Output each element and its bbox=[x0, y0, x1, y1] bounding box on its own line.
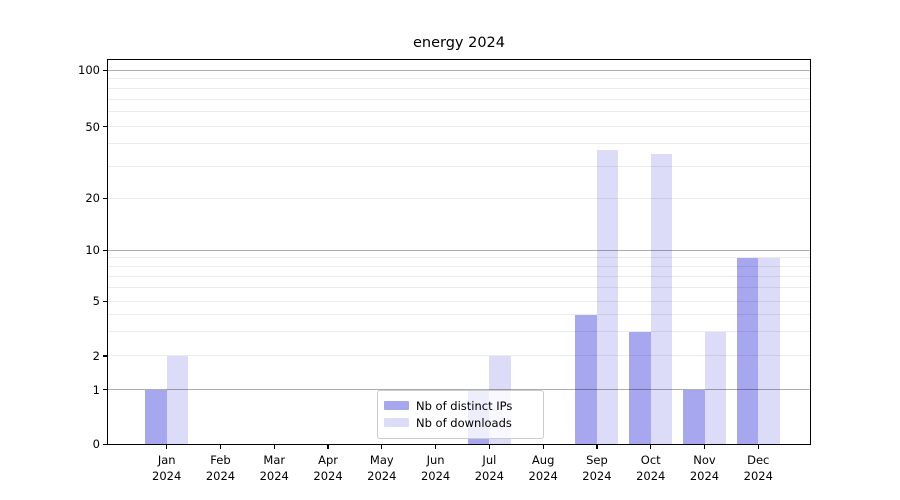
y-tick-label-10: 10 bbox=[85, 243, 100, 257]
x-tick-mark-nov bbox=[703, 445, 706, 449]
gridline-2 bbox=[108, 355, 810, 357]
y-tick-label-0: 0 bbox=[92, 437, 100, 451]
y-tick-label-2: 2 bbox=[92, 348, 100, 363]
legend: Nb of distinct IPs Nb of downloads bbox=[377, 390, 544, 439]
x-tick-mark-jan bbox=[166, 445, 168, 449]
y-tick-mark-5 bbox=[103, 300, 107, 303]
bar-dec-s1 bbox=[758, 257, 780, 444]
x-tick-label-apr: Apr 2024 bbox=[313, 453, 343, 483]
gridline-7 bbox=[108, 276, 810, 277]
x-tick-label-oct: Oct 2024 bbox=[636, 453, 666, 483]
gridline-100 bbox=[108, 69, 810, 71]
x-tick-label-sep: Sep 2024 bbox=[582, 453, 612, 483]
chart-title: energy 2024 bbox=[412, 35, 506, 51]
x-tick-label-may: May 2024 bbox=[367, 453, 397, 483]
x-tick-mark-jun bbox=[435, 445, 437, 449]
y-tick-mark-50 bbox=[103, 126, 107, 128]
y-tick-label-1: 1 bbox=[92, 382, 100, 397]
y-tick-mark-100 bbox=[103, 69, 107, 72]
plot-area bbox=[107, 59, 811, 445]
x-tick-label-nov: Nov 2024 bbox=[689, 453, 720, 483]
x-tick-mark-apr bbox=[327, 445, 329, 449]
gridline-50 bbox=[108, 126, 810, 127]
x-tick-label-feb: Feb 2024 bbox=[205, 453, 236, 483]
bar-sep-s0 bbox=[575, 314, 597, 444]
gridline-6 bbox=[108, 287, 810, 289]
x-tick-mark-jul bbox=[488, 445, 490, 449]
y-tick-label-50: 50 bbox=[85, 119, 100, 134]
legend-item-downloads: Nb of downloads bbox=[384, 414, 537, 431]
bar-sep-s1 bbox=[596, 150, 619, 444]
gridline-70 bbox=[108, 98, 810, 100]
bar-nov-s1 bbox=[704, 331, 726, 444]
x-tick-mark-sep bbox=[596, 445, 598, 449]
legend-label-distinct-ips: Nb of distinct IPs bbox=[416, 398, 513, 413]
x-tick-mark-dec bbox=[757, 445, 759, 449]
legend-label-downloads: Nb of downloads bbox=[416, 415, 512, 430]
bar-jan-s1 bbox=[166, 356, 189, 444]
legend-item-distinct-ips: Nb of distinct IPs bbox=[384, 397, 537, 414]
y-tick-mark-10 bbox=[103, 249, 107, 251]
x-tick-label-mar: Mar 2024 bbox=[259, 453, 289, 483]
x-tick-mark-feb bbox=[219, 445, 222, 449]
x-tick-label-aug: Aug 2024 bbox=[528, 453, 558, 483]
y-tick-mark-20 bbox=[103, 197, 107, 199]
legend-swatch-distinct-ips bbox=[384, 400, 409, 411]
y-tick-mark-0 bbox=[103, 443, 107, 445]
x-tick-mark-oct bbox=[650, 445, 652, 449]
gridline-40 bbox=[108, 143, 810, 145]
y-tick-label-20: 20 bbox=[85, 191, 100, 205]
gridline-9 bbox=[108, 257, 810, 259]
bar-nov-s0 bbox=[683, 389, 705, 444]
bar-dec-s0 bbox=[736, 257, 759, 444]
y-tick-mark-2 bbox=[103, 355, 107, 357]
gridline-20 bbox=[108, 197, 810, 199]
x-tick-label-jul: Jul 2024 bbox=[474, 453, 505, 483]
gridline-3 bbox=[108, 331, 810, 333]
y-tick-mark-1 bbox=[103, 389, 107, 391]
gridline-90 bbox=[108, 78, 810, 80]
x-tick-label-jun: Jun 2024 bbox=[420, 453, 451, 483]
x-tick-mark-aug bbox=[542, 445, 544, 449]
legend-swatch-downloads bbox=[384, 417, 409, 428]
x-tick-mark-mar bbox=[273, 445, 275, 449]
gridline-30 bbox=[108, 165, 810, 167]
gridline-60 bbox=[108, 111, 810, 113]
gridline-80 bbox=[108, 88, 810, 90]
gridline-1 bbox=[108, 389, 810, 390]
x-tick-mark-may bbox=[381, 445, 383, 449]
bar-oct-s1 bbox=[650, 154, 673, 444]
gridline-8 bbox=[108, 266, 810, 268]
gridline-5 bbox=[108, 300, 810, 302]
gridline-4 bbox=[108, 314, 810, 316]
bar-oct-s0 bbox=[629, 331, 651, 444]
y-tick-label-5: 5 bbox=[92, 294, 100, 309]
gridline-10 bbox=[108, 249, 810, 251]
bar-jan-s0 bbox=[145, 389, 167, 444]
x-tick-label-jan: Jan 2024 bbox=[152, 453, 182, 483]
x-tick-label-dec: Dec 2024 bbox=[743, 453, 773, 483]
y-tick-label-100: 100 bbox=[78, 63, 100, 78]
